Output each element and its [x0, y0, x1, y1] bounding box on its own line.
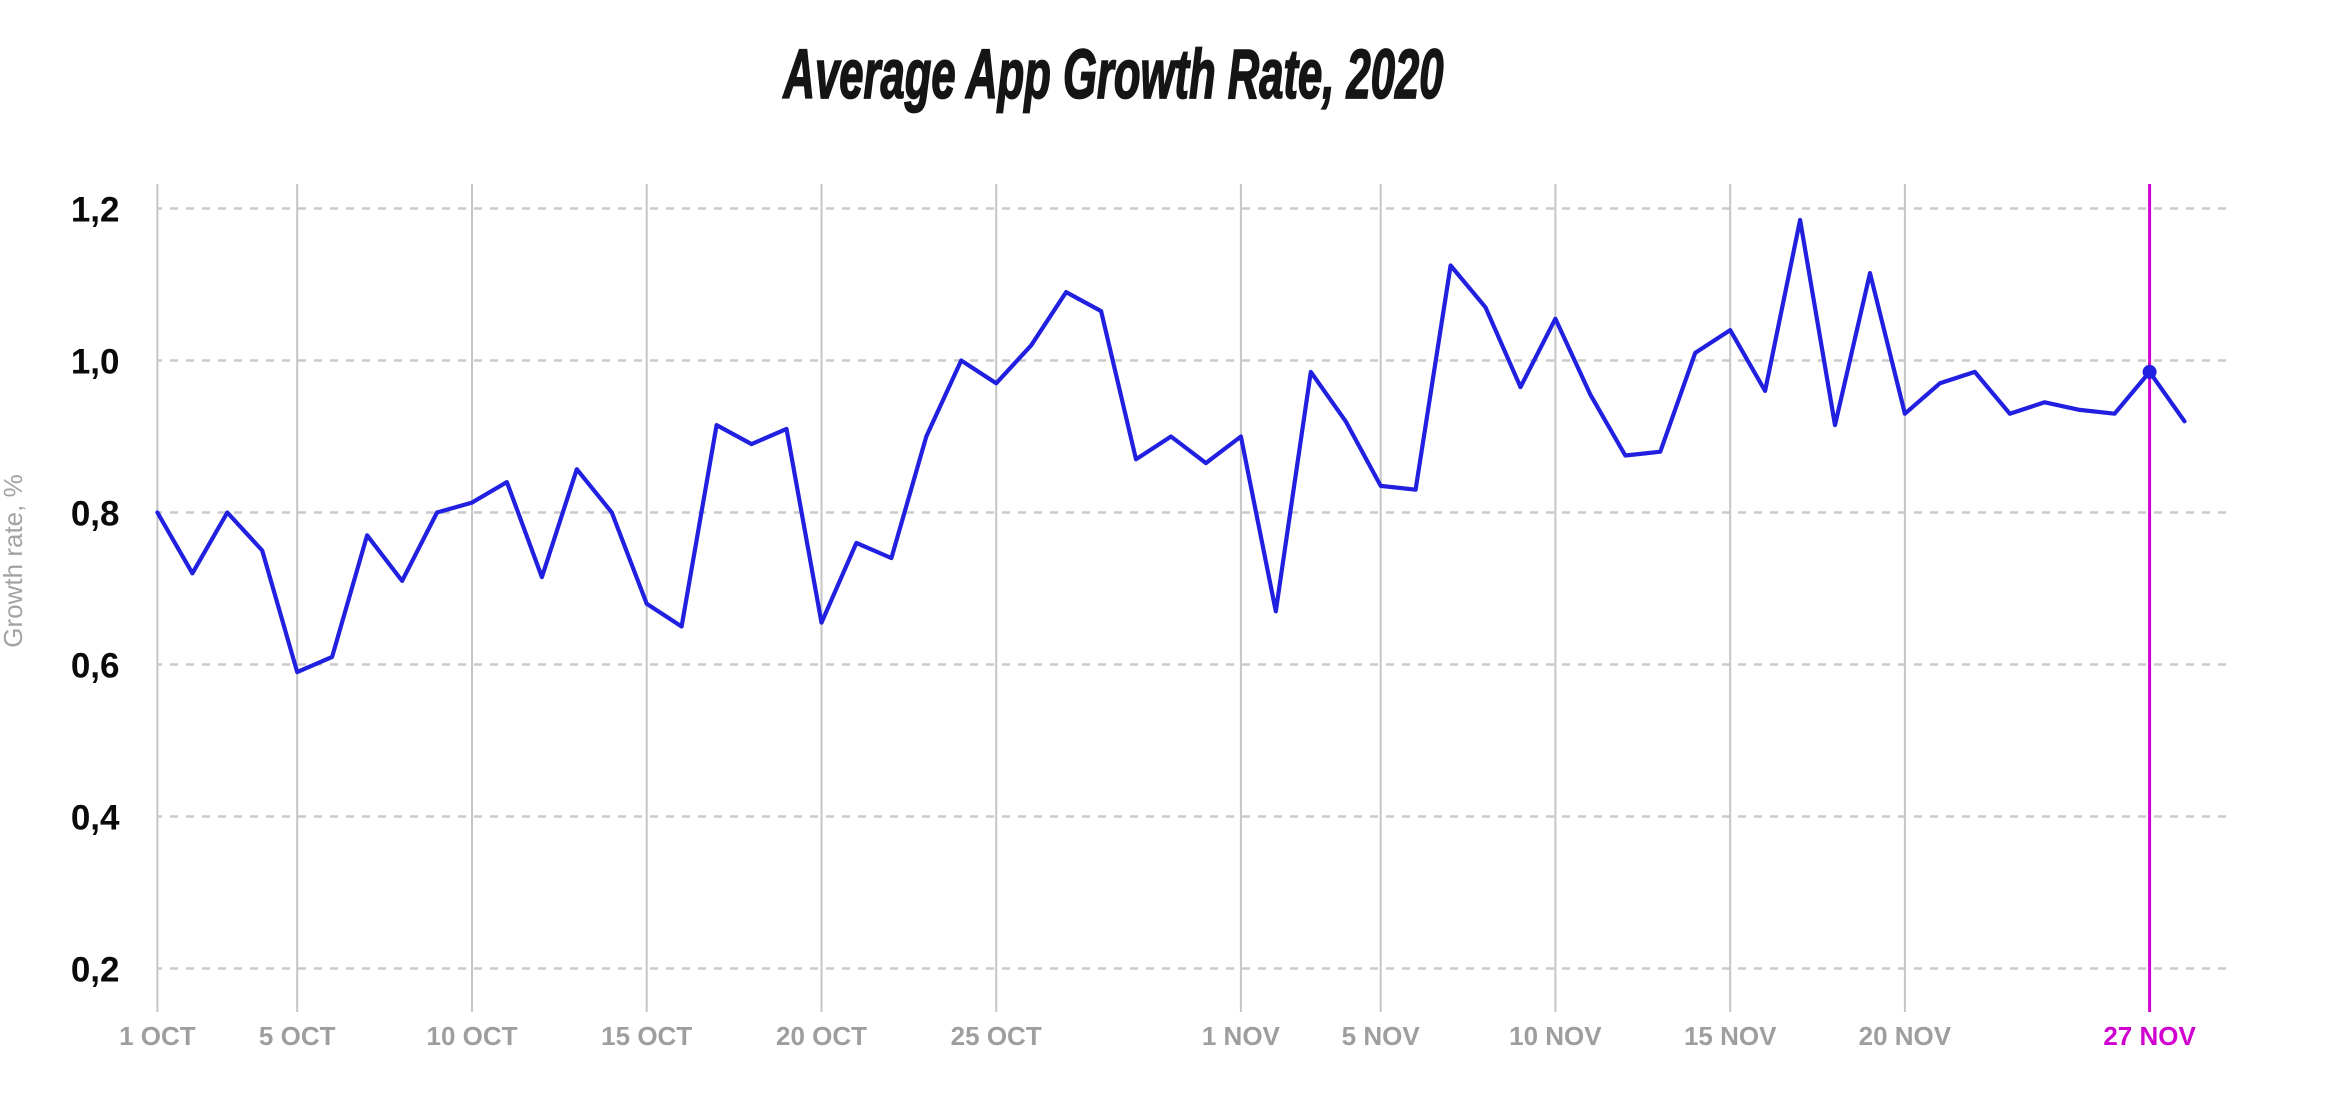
- svg-text:25 OCT: 25 OCT: [951, 1021, 1042, 1051]
- svg-text:0,8: 0,8: [71, 495, 120, 534]
- svg-text:1 NOV: 1 NOV: [1202, 1021, 1281, 1051]
- svg-text:1 OCT: 1 OCT: [119, 1021, 196, 1051]
- svg-text:0,4: 0,4: [71, 799, 120, 838]
- svg-text:20 NOV: 20 NOV: [1859, 1021, 1952, 1051]
- svg-text:15 OCT: 15 OCT: [601, 1021, 692, 1051]
- svg-text:0,2: 0,2: [71, 951, 120, 990]
- svg-text:1,0: 1,0: [71, 343, 120, 382]
- svg-text:1,2: 1,2: [71, 191, 120, 230]
- svg-text:Growth rate, %: Growth rate, %: [0, 474, 28, 647]
- svg-text:15 NOV: 15 NOV: [1684, 1021, 1777, 1051]
- svg-text:10 NOV: 10 NOV: [1509, 1021, 1602, 1051]
- svg-text:0,6: 0,6: [71, 647, 120, 686]
- svg-text:20 OCT: 20 OCT: [776, 1021, 867, 1051]
- svg-text:10 OCT: 10 OCT: [426, 1021, 517, 1051]
- svg-text:5 NOV: 5 NOV: [1342, 1021, 1421, 1051]
- svg-text:Average App Growth Rate, 2020: Average App Growth Rate, 2020: [782, 35, 1443, 113]
- svg-text:5 OCT: 5 OCT: [259, 1021, 336, 1051]
- svg-text:27 NOV: 27 NOV: [2103, 1021, 2196, 1051]
